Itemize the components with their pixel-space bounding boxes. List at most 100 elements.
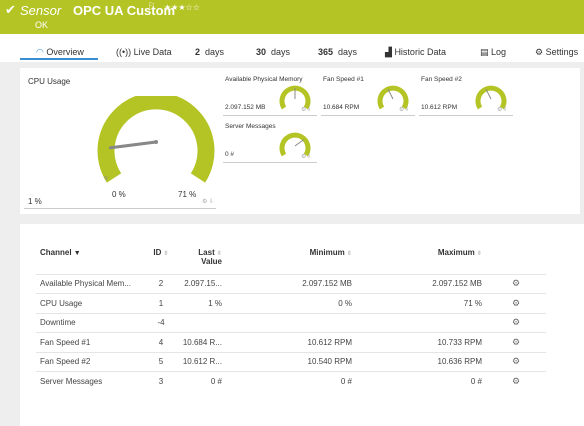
gauges-panel: CPU Usage ⅋ 0 % 71 % 1 % ⚙ ⇩ Available P… bbox=[20, 68, 580, 214]
column-header-label: Last bbox=[198, 248, 215, 257]
messages-gauge-divider bbox=[223, 162, 317, 163]
cell-channel[interactable]: Fan Speed #2 bbox=[36, 351, 146, 372]
column-header-last-value[interactable]: Last ⇳ Value bbox=[176, 248, 226, 274]
channel-settings-icon[interactable]: ⚙ bbox=[486, 293, 546, 313]
cell-last-value bbox=[176, 312, 226, 333]
tab-label: Settings bbox=[545, 47, 579, 57]
table-row[interactable]: Available Physical Mem... 2 2.097.15... … bbox=[36, 273, 546, 294]
messages-gauge-tools-icon[interactable]: ⚙⇩ bbox=[301, 154, 312, 160]
cell-channel[interactable]: Server Messages bbox=[36, 371, 146, 391]
fan1-gauge-title: Fan Speed #1 bbox=[323, 76, 364, 83]
column-header-id[interactable]: ID ⇳ bbox=[146, 248, 176, 274]
memory-gauge-title: Available Physical Memory bbox=[225, 76, 303, 83]
cell-minimum: 2.097.152 MB bbox=[226, 273, 356, 294]
cpu-gauge-tools-icon[interactable]: ⚙ ⇩ bbox=[202, 199, 215, 205]
tab-label: Overview bbox=[46, 47, 84, 57]
fan1-gauge-arc bbox=[377, 85, 409, 110]
cell-channel[interactable]: CPU Usage bbox=[36, 293, 146, 313]
tab-bar: ◠ Overview ((•)) Live Data 2 days 30 day… bbox=[0, 34, 584, 62]
tab-30-days[interactable]: 30 days bbox=[256, 47, 290, 57]
memory-gauge-tools-icon[interactable]: ⚙⇩ bbox=[301, 107, 312, 113]
status-text: OK bbox=[35, 20, 49, 30]
tab-settings[interactable]: ⚙ Settings bbox=[535, 47, 578, 58]
tab-label: days bbox=[271, 47, 291, 57]
cpu-gauge-zero-tick: ⅋ bbox=[104, 176, 108, 182]
fan2-gauge[interactable] bbox=[475, 83, 507, 111]
cell-minimum bbox=[226, 312, 356, 333]
sort-icon: ⇳ bbox=[346, 251, 352, 257]
fan2-gauge-title: Fan Speed #2 bbox=[421, 76, 462, 83]
cell-id: 1 bbox=[146, 293, 176, 313]
table-row[interactable]: CPU Usage 1 1 % 0 % 71 % ⚙ bbox=[36, 293, 546, 313]
tab-live-data[interactable]: ((•)) Live Data bbox=[116, 47, 172, 57]
cpu-gauge[interactable] bbox=[92, 96, 220, 186]
table-row[interactable]: Downtime -4 ⚙ bbox=[36, 312, 546, 333]
tab-number: 30 bbox=[256, 47, 267, 57]
memory-gauge-value: 2.097.152 MB bbox=[225, 104, 266, 111]
fan2-gauge-needle bbox=[485, 88, 492, 100]
column-header-actions bbox=[486, 248, 546, 274]
cpu-gauge-min-label: 0 % bbox=[112, 190, 126, 199]
cell-minimum: 10.612 RPM bbox=[226, 332, 356, 352]
sensor-header: ✔ Sensor OPC UA Custom ⚐ ★★★☆☆ OK bbox=[0, 0, 584, 34]
channel-settings-icon[interactable]: ⚙ bbox=[486, 273, 546, 294]
column-header-label: ID bbox=[153, 248, 162, 257]
cell-channel[interactable]: Available Physical Mem... bbox=[36, 273, 146, 294]
cpu-gauge-divider bbox=[24, 208, 216, 209]
cell-channel[interactable]: Fan Speed #1 bbox=[36, 332, 146, 352]
channel-settings-icon[interactable]: ⚙ bbox=[486, 332, 546, 352]
tab-overview[interactable]: ◠ Overview bbox=[36, 47, 84, 58]
tab-number: 2 bbox=[195, 47, 201, 57]
messages-gauge-needle bbox=[294, 139, 305, 147]
channel-settings-icon[interactable]: ⚙ bbox=[486, 371, 546, 391]
fan1-gauge[interactable] bbox=[377, 83, 409, 111]
column-header-label-line2: Value bbox=[201, 257, 222, 266]
fan2-gauge-value: 10.612 RPM bbox=[421, 104, 458, 111]
column-header-maximum[interactable]: Maximum ⇳ bbox=[356, 248, 486, 274]
table-row[interactable]: Fan Speed #2 5 10.612 R... 10.540 RPM 10… bbox=[36, 351, 546, 372]
cell-maximum: 71 % bbox=[356, 293, 486, 313]
cell-maximum: 10.733 RPM bbox=[356, 332, 486, 352]
tab-number: 365 bbox=[318, 47, 334, 57]
sort-icon: ⇳ bbox=[476, 251, 482, 257]
column-header-label: Channel bbox=[40, 248, 72, 257]
table-header-row: Channel ▼ ID ⇳ Last ⇳ Value Minimum ⇳ Ma… bbox=[36, 248, 546, 274]
cell-channel[interactable]: Downtime bbox=[36, 312, 146, 333]
column-header-label: Maximum bbox=[437, 248, 475, 257]
table-row[interactable]: Server Messages 3 0 # 0 # 0 # ⚙ bbox=[36, 371, 546, 391]
cell-minimum: 0 % bbox=[226, 293, 356, 313]
cell-last-value: 1 % bbox=[176, 293, 226, 313]
cell-id: 2 bbox=[146, 273, 176, 294]
cell-maximum: 10.636 RPM bbox=[356, 351, 486, 372]
tab-365-days[interactable]: 365 days bbox=[318, 47, 357, 57]
channel-settings-icon[interactable]: ⚙ bbox=[486, 351, 546, 372]
flag-icon[interactable]: ⚐ bbox=[148, 1, 156, 10]
cell-minimum: 10.540 RPM bbox=[226, 351, 356, 372]
sensor-name: OPC UA Custom bbox=[73, 3, 176, 18]
live-data-icon: ((•)) bbox=[116, 47, 132, 57]
tab-2-days[interactable]: 2 days bbox=[195, 47, 224, 57]
messages-gauge[interactable] bbox=[279, 130, 311, 158]
fan1-gauge-tools-icon[interactable]: ⚙⇩ bbox=[399, 107, 410, 113]
check-icon: ✔ bbox=[5, 2, 16, 17]
column-header-minimum[interactable]: Minimum ⇳ bbox=[226, 248, 356, 274]
cpu-gauge-value: 1 % bbox=[28, 197, 42, 206]
cell-maximum bbox=[356, 312, 486, 333]
tab-log[interactable]: ▤ Log bbox=[480, 47, 506, 58]
cell-minimum: 0 # bbox=[226, 371, 356, 391]
log-icon: ▤ bbox=[480, 47, 489, 57]
tab-label: Historic Data bbox=[394, 47, 446, 57]
memory-gauge[interactable] bbox=[279, 83, 311, 111]
cell-last-value: 10.684 R... bbox=[176, 332, 226, 352]
cell-last-value: 2.097.15... bbox=[176, 273, 226, 294]
cell-id: -4 bbox=[146, 312, 176, 333]
priority-stars[interactable]: ★★★☆☆ bbox=[164, 3, 200, 12]
sort-icon: ⇳ bbox=[216, 251, 222, 257]
table-row[interactable]: Fan Speed #1 4 10.684 R... 10.612 RPM 10… bbox=[36, 332, 546, 352]
column-header-channel[interactable]: Channel ▼ bbox=[36, 248, 146, 274]
messages-gauge-arc bbox=[279, 132, 311, 157]
column-header-label: Minimum bbox=[309, 248, 345, 257]
channel-settings-icon[interactable]: ⚙ bbox=[486, 312, 546, 333]
fan2-gauge-tools-icon[interactable]: ⚙⇩ bbox=[497, 107, 508, 113]
tab-historic-data[interactable]: ▟ Historic Data bbox=[385, 47, 446, 58]
